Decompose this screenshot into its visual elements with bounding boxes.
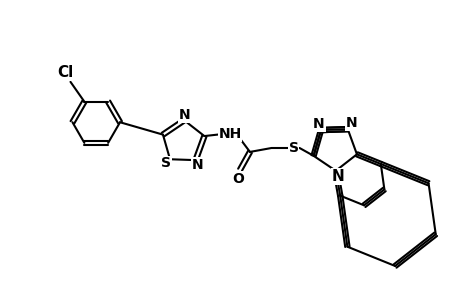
Text: N: N bbox=[178, 108, 190, 122]
Text: NH: NH bbox=[218, 127, 241, 141]
Text: N: N bbox=[345, 116, 357, 130]
Text: S: S bbox=[288, 141, 298, 155]
Text: N: N bbox=[313, 117, 324, 131]
Text: Cl: Cl bbox=[57, 65, 73, 80]
Text: O: O bbox=[232, 172, 243, 186]
Text: N: N bbox=[191, 158, 203, 172]
Text: S: S bbox=[161, 156, 171, 170]
Text: N: N bbox=[330, 169, 343, 184]
